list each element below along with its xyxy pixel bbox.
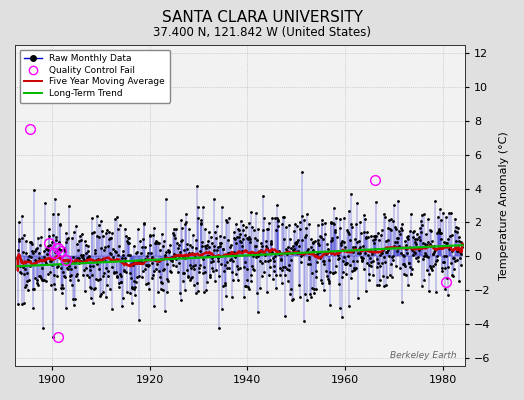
- Y-axis label: Temperature Anomaly (°C): Temperature Anomaly (°C): [499, 131, 509, 280]
- Text: SANTA CLARA UNIVERSITY: SANTA CLARA UNIVERSITY: [161, 10, 363, 25]
- Text: 37.400 N, 121.842 W (United States): 37.400 N, 121.842 W (United States): [153, 26, 371, 39]
- Text: Berkeley Earth: Berkeley Earth: [389, 350, 456, 360]
- Legend: Raw Monthly Data, Quality Control Fail, Five Year Moving Average, Long-Term Tren: Raw Monthly Data, Quality Control Fail, …: [19, 50, 170, 103]
